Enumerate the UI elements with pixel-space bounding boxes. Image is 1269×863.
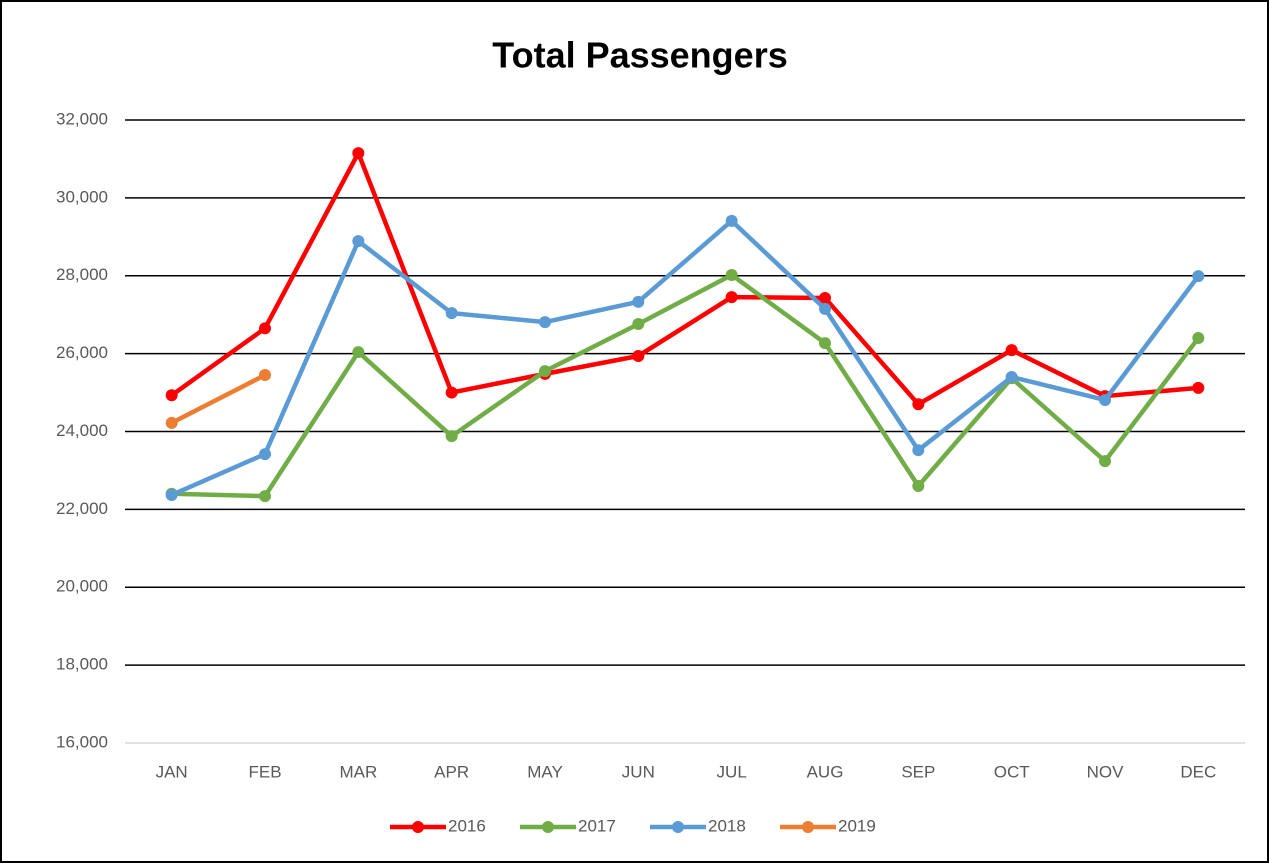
legend-label: 2017	[578, 816, 616, 835]
legend-marker	[412, 821, 424, 833]
y-tick-label: 20,000	[56, 577, 108, 596]
data-point	[445, 307, 458, 320]
y-tick-label: 24,000	[56, 421, 108, 440]
data-point	[819, 291, 831, 304]
y-tick-label: 28,000	[56, 265, 108, 284]
data-point	[539, 316, 551, 329]
y-tick-label: 32,000	[56, 109, 108, 128]
data-point	[725, 214, 738, 227]
legend-marker	[542, 821, 554, 833]
data-point	[1099, 455, 1111, 468]
legend-label: 2016	[448, 816, 486, 835]
data-point	[1192, 381, 1205, 394]
y-tick-label: 18,000	[56, 655, 108, 674]
y-tick-label: 16,000	[56, 732, 108, 751]
data-point	[259, 369, 271, 382]
data-point	[259, 322, 271, 335]
y-tick-label: 26,000	[56, 343, 108, 362]
x-tick-label: AUG	[807, 762, 844, 781]
data-point	[912, 444, 925, 457]
data-point	[352, 235, 365, 248]
data-point	[632, 318, 645, 331]
data-point	[165, 389, 178, 402]
series-line	[170, 218, 1201, 498]
data-point	[1005, 370, 1018, 383]
legend-marker	[672, 821, 684, 833]
y-tick-label: 22,000	[56, 499, 108, 518]
x-tick-label: MAY	[527, 762, 563, 781]
data-point	[819, 337, 831, 350]
x-tick-label: MAR	[339, 762, 377, 781]
data-point	[352, 346, 365, 359]
data-point	[445, 430, 458, 443]
data-point	[819, 302, 831, 315]
x-tick-label: FEB	[248, 762, 281, 781]
x-tick-label: JUN	[622, 762, 655, 781]
data-point	[725, 291, 738, 304]
series-line	[171, 272, 1201, 499]
x-tick-label: JUL	[717, 762, 747, 781]
legend-label: 2019	[838, 816, 876, 835]
x-tick-label: DEC	[1180, 762, 1216, 781]
data-point	[1192, 332, 1205, 345]
x-tick-label: OCT	[994, 762, 1030, 781]
x-tick-label: APR	[434, 762, 469, 781]
y-tick-label: 30,000	[56, 187, 108, 206]
x-tick-label: NOV	[1087, 762, 1125, 781]
data-point	[632, 349, 645, 362]
data-point	[1099, 393, 1111, 406]
legend-label: 2018	[708, 816, 746, 835]
series-line	[170, 373, 267, 425]
data-point	[445, 386, 458, 399]
series-line	[170, 150, 1199, 407]
data-point	[165, 416, 178, 429]
x-tick-label: JAN	[156, 762, 188, 781]
x-tick-label: SEP	[901, 762, 935, 781]
data-point	[912, 398, 925, 411]
data-point	[912, 480, 925, 493]
chart-title: Total Passengers	[492, 35, 787, 76]
data-point	[1005, 344, 1018, 357]
data-point	[725, 268, 738, 281]
data-point	[259, 448, 271, 461]
data-point	[632, 295, 645, 308]
data-point	[352, 147, 365, 160]
legend-marker	[802, 821, 814, 833]
data-point	[1192, 270, 1205, 283]
data-point	[539, 365, 551, 378]
data-point	[165, 488, 178, 501]
data-point	[259, 490, 271, 503]
